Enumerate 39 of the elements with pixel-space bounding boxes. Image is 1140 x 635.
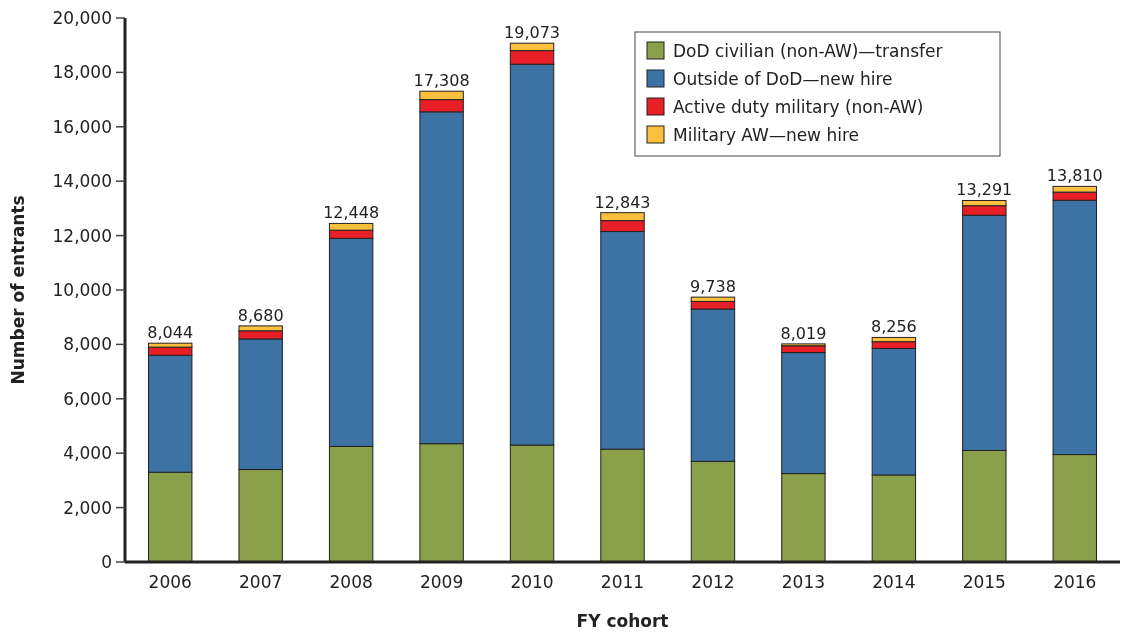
x-tick-label: 2013 [781, 572, 826, 592]
x-tick-label: 2008 [329, 572, 373, 592]
y-tick-label: 10,000 [52, 279, 112, 300]
x-tick-label: 2015 [962, 572, 1006, 592]
total-label: 8,680 [237, 305, 284, 325]
x-tick-label: 2012 [691, 572, 735, 592]
x-tick-label: 2011 [600, 572, 645, 592]
legend-label: DoD civilian (non-AW)—transfer [673, 40, 943, 61]
total-label: 9,738 [690, 277, 736, 297]
y-tick-label: 4,000 [63, 443, 112, 464]
total-label: 8,044 [147, 323, 194, 343]
y-tick-label: 20,000 [52, 7, 112, 28]
x-tick-label: 2010 [510, 572, 554, 592]
x-tick-label: 2009 [419, 572, 464, 592]
y-tick-label: 6,000 [63, 388, 112, 409]
total-label: 17,308 [413, 71, 470, 91]
legend-label: Military AW—new hire [673, 124, 859, 145]
y-tick-label: 14,000 [52, 171, 112, 192]
total-label: 12,448 [323, 203, 380, 223]
y-tick-label: 2,000 [63, 497, 112, 518]
y-axis-title: Number of entrants [8, 195, 28, 385]
x-axis-title: FY cohort [576, 611, 669, 631]
total-label: 8,019 [780, 323, 827, 343]
legend-label: Active duty military (non-AW) [673, 96, 924, 117]
x-tick-label: 2007 [239, 572, 283, 592]
total-label: 19,073 [504, 23, 561, 43]
total-label: 12,843 [594, 192, 651, 212]
y-tick-label: 16,000 [52, 116, 112, 137]
total-label: 13,291 [956, 180, 1013, 200]
x-tick-label: 2016 [1053, 572, 1097, 592]
y-tick-label: 0 [101, 551, 112, 572]
y-tick-label: 18,000 [52, 62, 112, 83]
y-tick-label: 8,000 [63, 334, 112, 355]
legend-label: Outside of DoD—new hire [673, 68, 893, 89]
total-label: 13,810 [1046, 166, 1103, 186]
x-tick-label: 2006 [148, 572, 192, 592]
y-tick-label: 12,000 [52, 225, 112, 246]
x-tick-label: 2014 [872, 572, 916, 592]
total-label: 8,256 [870, 317, 917, 337]
